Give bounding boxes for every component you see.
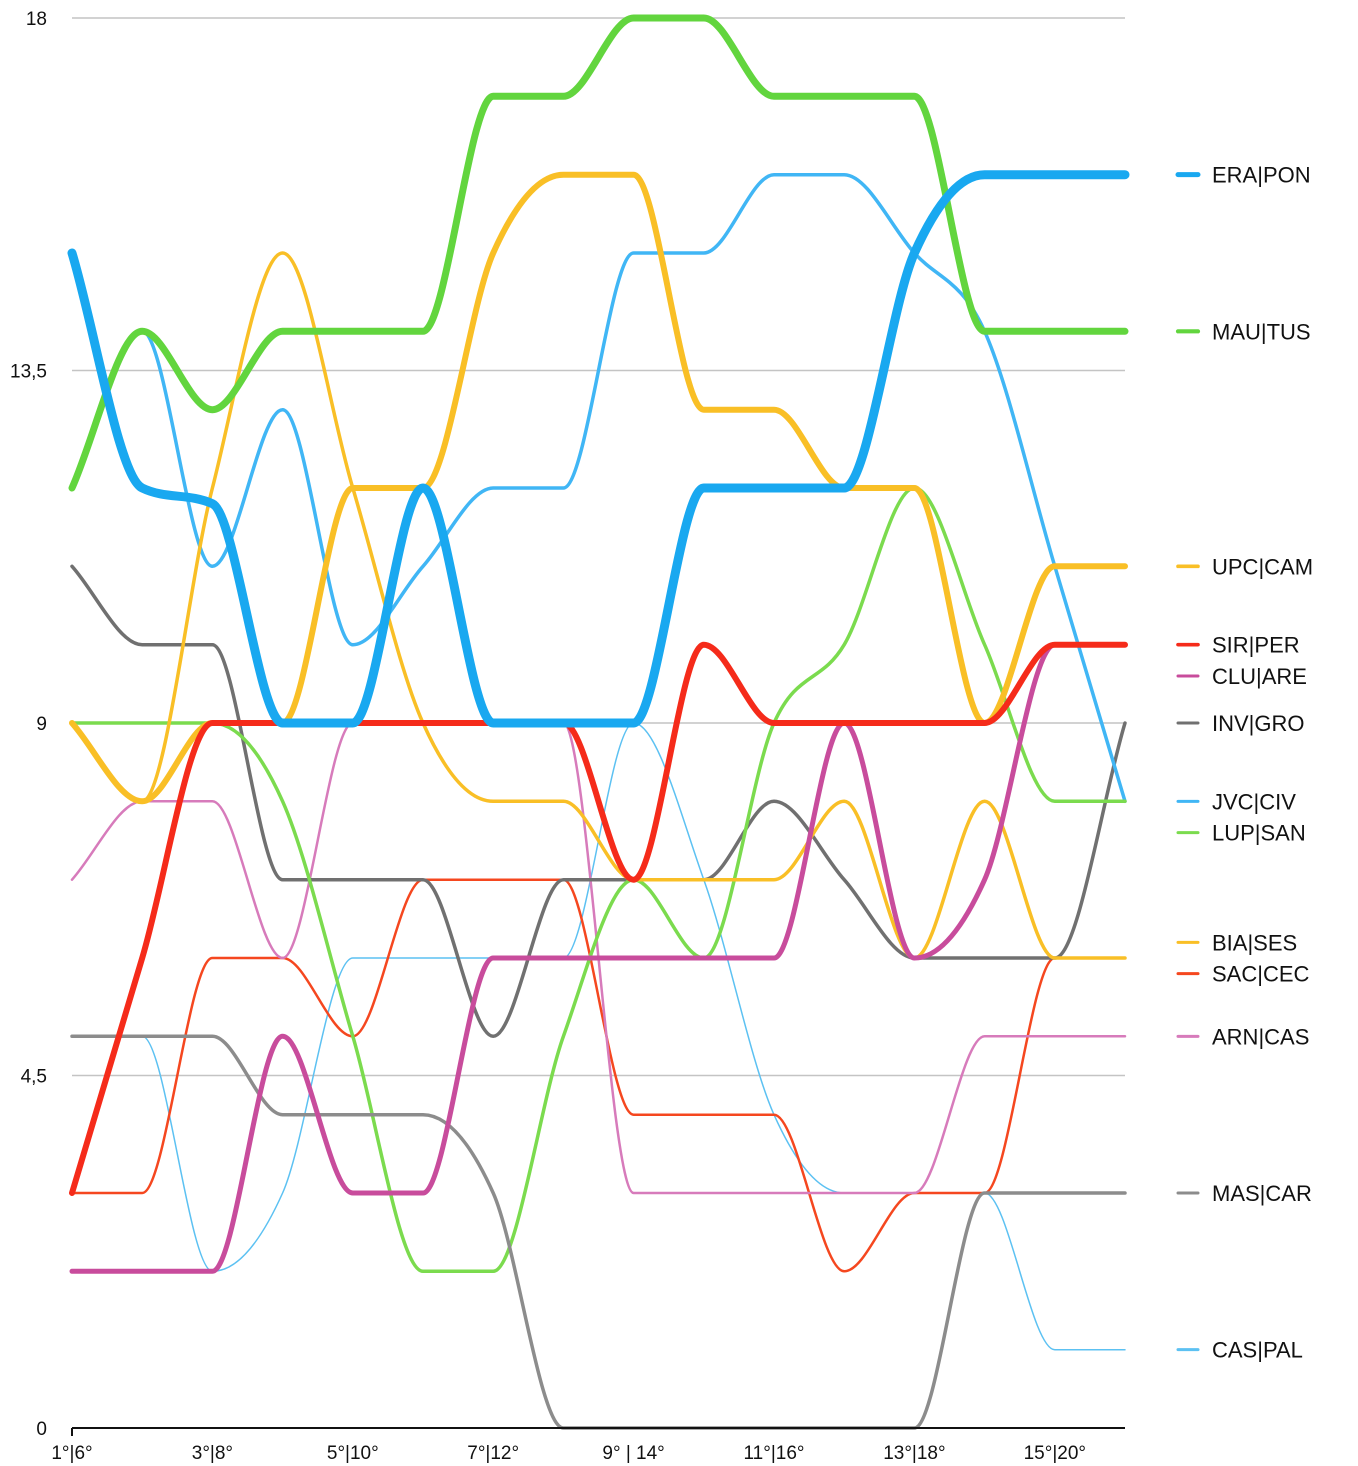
x-tick-label: 7°|12° [467, 1443, 519, 1464]
series-line-cas-pal [71, 722, 1126, 1351]
x-tick-label: 13°|18° [883, 1443, 945, 1464]
x-tick-labels: 1°|6° 3°|8° 5°|10° 7°|12° 9° | 14° 11°|16° 13°… [51, 1443, 1086, 1464]
x-tick-label: 11°|16° [744, 1443, 805, 1464]
legend-label: MAU|TUS [1212, 319, 1311, 344]
series-line-bia-ses [70, 251, 1127, 960]
legend-label: CAS|PAL [1212, 1338, 1303, 1363]
series-line-upc-cam [69, 171, 1128, 805]
series-line-mau-tus [68, 14, 1129, 492]
legend-label: ARN|CAS [1212, 1024, 1309, 1049]
x-tick-label: 9° | 14° [602, 1443, 664, 1464]
series-line-inv-gro [70, 564, 1127, 1039]
x-tick-label: 1°|6° [51, 1443, 92, 1464]
y-tick-label: 13,5 [10, 362, 47, 383]
legend-label: CLU|ARE [1212, 664, 1307, 689]
legend-label: ERA|PON [1212, 163, 1311, 188]
y-tick-labels: 0 4,5 9 13,5 18 [10, 9, 47, 1440]
legend-label: SAC|CEC [1212, 962, 1310, 987]
y-tick-label: 18 [26, 9, 47, 30]
legend-label: MAS|CAR [1212, 1181, 1312, 1206]
series-line-sac-cec [70, 878, 1127, 1273]
x-tick-label: 15°|20° [1024, 1443, 1086, 1464]
y-tick-label: 0 [36, 1419, 47, 1440]
legend-label: JVC|CIV [1212, 789, 1296, 814]
y-tick-label: 9 [36, 714, 47, 735]
legend-label: UPC|CAM [1212, 554, 1313, 579]
series-line-clu-are [69, 642, 1128, 1274]
legend-label: INV|GRO [1212, 711, 1305, 736]
x-tick-label: 3°|8° [192, 1443, 233, 1464]
series-line-sir-per [69, 641, 1128, 1196]
y-tick-label: 4,5 [21, 1067, 47, 1088]
series-lines [67, 14, 1130, 1430]
legend-label: SIR|PER [1212, 633, 1300, 658]
legend-label: BIA|SES [1212, 930, 1297, 955]
series-line-era-pon [67, 170, 1130, 728]
legend-label: LUP|SAN [1212, 821, 1306, 846]
legend: ERA|PON MAU|TUS UPC|CAM SIR|PER CLU|ARE INV|G… [1175, 163, 1313, 1363]
series-line-lup-san [70, 486, 1127, 1274]
x-tick-label: 5°|10° [327, 1443, 379, 1464]
series-line-jvc-civ [70, 172, 1127, 804]
axes [71, 1427, 1125, 1436]
